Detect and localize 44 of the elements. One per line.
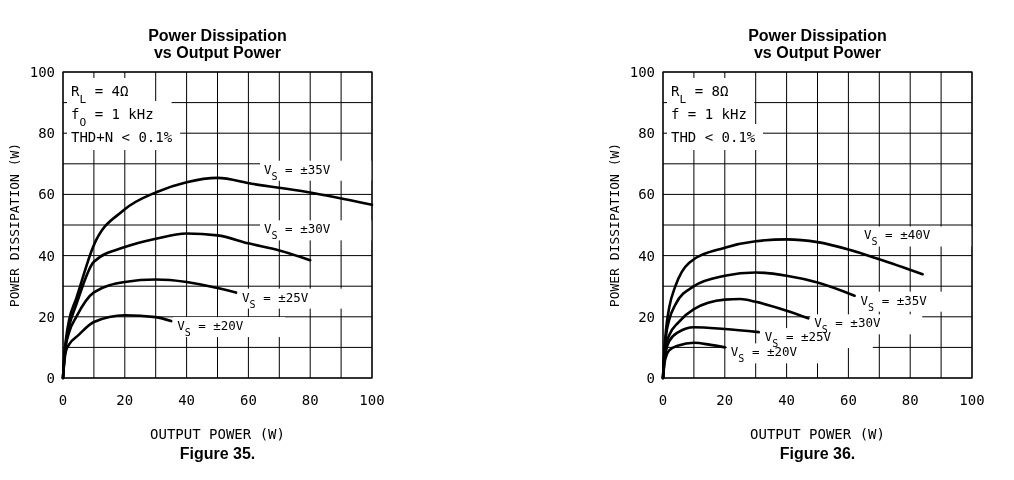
y-tick-label: 100 <box>629 64 655 80</box>
series-label: V$_{S}$ = ±25V <box>242 289 309 310</box>
x-tick-label: 20 <box>716 392 734 408</box>
y-tick-label: 40 <box>38 247 55 264</box>
x-tick-label: 0 <box>658 392 668 408</box>
x-tick-label: 100 <box>959 392 985 408</box>
y-tick-label: 60 <box>38 186 55 203</box>
x-axis-title: OUTPUT POWER (W) <box>750 426 885 442</box>
x-tick-label: 40 <box>178 392 196 408</box>
series-label: V$_{S}$ = ±20V <box>177 318 244 338</box>
annotation: f$_{O}$ = 1 kHz <box>71 106 154 129</box>
x-tick-label: 80 <box>301 392 319 408</box>
x-tick-label: 80 <box>901 392 919 408</box>
x-tick-label: 60 <box>239 392 257 408</box>
series-label: V$_{S}$ = ±40V <box>864 227 931 247</box>
y-axis-title: POWER DISSIPATION (W) <box>7 142 22 308</box>
annotation: R$_{L}$ = 4Ω <box>71 83 129 106</box>
y-tick-label: 80 <box>38 125 55 142</box>
series-label: V$_{S}$ = ±35V <box>264 161 331 182</box>
x-axis-title: OUTPUT POWER (W) <box>150 426 285 442</box>
series-label: V$_{S}$ = ±35V <box>860 292 928 313</box>
y-tick-label: 60 <box>638 186 655 203</box>
caption: Figure 35. <box>179 445 256 462</box>
y-tick-label: 100 <box>29 64 55 80</box>
x-tick-label: 40 <box>778 392 796 408</box>
y-tick-label: 20 <box>638 308 655 325</box>
y-tick-label: 40 <box>638 247 655 264</box>
y-axis-title: POWER DISSIPATION (W) <box>607 142 622 308</box>
chart-title: Power Dissipation vs Output Power <box>748 27 887 61</box>
y-tick-label: 0 <box>646 370 655 386</box>
x-tick-label: 20 <box>116 392 134 408</box>
y-tick-label: 20 <box>38 308 55 325</box>
chart-title: Power Dissipation vs Output Power <box>148 27 287 61</box>
y-tick-label: 0 <box>46 370 55 386</box>
annotation: THD < 0.1% <box>671 129 756 145</box>
y-tick-label: 80 <box>638 125 655 142</box>
x-tick-label: 0 <box>58 392 68 408</box>
series-label: V$_{S}$ = ±30V <box>264 221 331 241</box>
x-tick-label: 100 <box>359 392 385 408</box>
x-tick-label: 60 <box>839 392 857 408</box>
annotation: THD+N < 0.1% <box>71 129 173 145</box>
annotation: R$_{L}$ = 8Ω <box>671 83 729 106</box>
caption: Figure 36. <box>779 445 856 462</box>
annotation: f = 1 kHz <box>671 106 747 122</box>
